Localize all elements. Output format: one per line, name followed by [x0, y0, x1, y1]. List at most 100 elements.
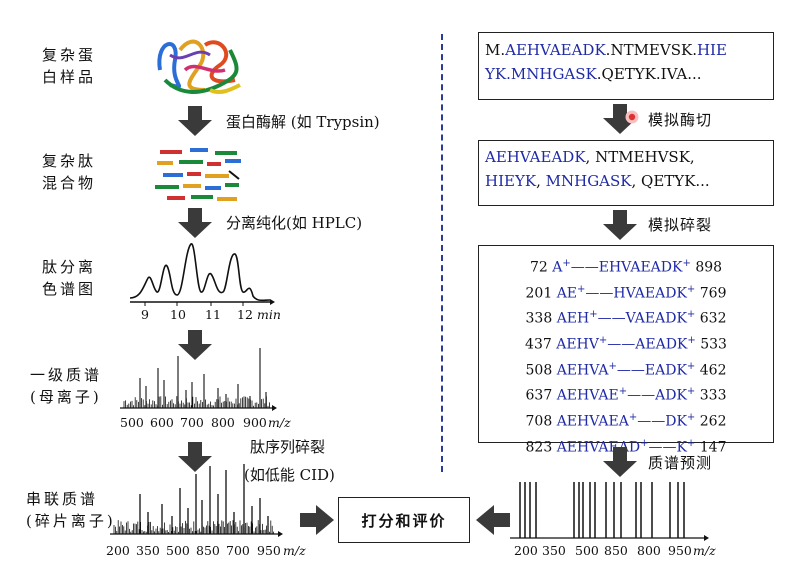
axis-arrowhead [278, 531, 283, 537]
tick-label: 850 [604, 543, 628, 558]
peptides-box: AEHVAEADK, NTMEHVSK, HIEYK, MNHGASK, QET… [478, 140, 774, 206]
seq-part: YK.MNHGASK [485, 65, 597, 83]
tick-label: 950 [257, 543, 281, 558]
step-simulated-fragmentation-label: 模拟碎裂 [648, 214, 712, 235]
protein-tangle-image [150, 30, 250, 100]
b-ion-seq: AEH [557, 311, 590, 327]
y-ion-seq: DK [665, 414, 687, 430]
peptide-fragments-image [155, 145, 245, 205]
charge-sign: + [687, 309, 695, 320]
tick-label: 9 [141, 307, 149, 322]
tick-label: 600 [150, 415, 174, 430]
charge-sign: + [682, 258, 690, 269]
tick-label: 200 [106, 543, 130, 558]
ms1-spectrum-plot [120, 340, 280, 412]
ms2-spectrum-plot [110, 462, 285, 538]
b-ion-mass: 508 [526, 362, 553, 378]
fragment-row: 508 AEHVA+——EADK+ 462 [483, 356, 769, 382]
down-arrow-icon [603, 447, 637, 477]
tick-label: 10 [170, 307, 186, 322]
seq-part: HIEYK [485, 172, 536, 190]
fragment-dash: —— [617, 362, 645, 378]
axis-unit-label: m/z [283, 543, 306, 558]
charge-sign: + [687, 361, 695, 372]
fragment-ions-box: 72 A+——EHVAEADK+ 898 201 AE+——HVAEADK+ 76… [478, 245, 774, 443]
right-arrow-icon [300, 505, 334, 535]
y-ion-seq: EHVAEADK [599, 260, 683, 276]
charge-sign: + [562, 258, 570, 269]
fragment-list: 72 A+——EHVAEADK+ 898 201 AE+——HVAEADK+ 76… [483, 253, 769, 458]
seq-part: , [536, 172, 546, 190]
b-ion-mass: 823 [526, 439, 553, 455]
y-ion-seq: EADK [645, 362, 687, 378]
seq-part: AEHVAEADK [485, 148, 586, 166]
axis-unit-label: m/z [268, 415, 291, 430]
label-line: 复杂蛋 [42, 44, 96, 66]
score-evaluate-box: 打分和评价 [338, 497, 470, 543]
b-ion-seq: AEHVAEA [557, 414, 629, 430]
charge-sign: + [599, 335, 607, 346]
tick-label: 850 [196, 543, 220, 558]
down-arrow-icon [603, 210, 637, 240]
y-ion-mass: 462 [700, 362, 727, 378]
b-ion-mass: 437 [525, 337, 552, 353]
label-ms1: 一级质谱 (母离子) [30, 364, 102, 408]
b-ion-seq: AEHVAE [557, 388, 619, 404]
down-arrow-icon [178, 106, 212, 136]
seq-part: , NTMEHVSK, [586, 148, 695, 166]
label-line: 肽分离 [42, 256, 96, 278]
seq-part: .NTMEVSK. [606, 41, 697, 59]
fragment-row: 637 AEHVAE+——ADK+ 333 [483, 381, 769, 407]
label-line: (碎片离子) [26, 510, 116, 532]
tick-label: 500 [120, 415, 144, 430]
label-line: 色谱图 [42, 278, 96, 300]
b-ion-seq: AEHVA [557, 362, 609, 378]
tick-label: 500 [166, 543, 190, 558]
left-arrow-icon [476, 505, 510, 535]
charge-sign: + [687, 284, 695, 295]
charge-sign: + [609, 361, 617, 372]
step-spectrum-prediction-label: 质谱预测 [648, 452, 712, 473]
tick-label: 900 [243, 415, 267, 430]
fragment-row: 72 A+——EHVAEADK+ 898 [483, 253, 769, 279]
y-ion-mass: 632 [700, 311, 727, 327]
b-ion-seq: AE [557, 285, 577, 301]
fragment-dash: —— [607, 337, 635, 353]
step-digestion-label: 蛋白酶解 (如 Trypsin) [226, 111, 380, 132]
tick-label: 950 [668, 543, 692, 558]
peptides-line: AEHVAEADK, NTMEHVSK, [485, 145, 767, 169]
peptides-line: HIEYK, MNHGASK, QETYK... [485, 169, 767, 193]
label-line: 白样品 [42, 66, 96, 88]
charge-sign: + [619, 386, 627, 397]
predicted-spectrum-plot [510, 478, 710, 540]
seq-part: HIE [697, 41, 727, 59]
charge-sign: + [589, 309, 597, 320]
cursor-dot-icon [625, 110, 639, 124]
y-ion-mass: 533 [700, 337, 727, 353]
y-ion-mass: 262 [700, 414, 727, 430]
label-line: 串联质谱 [26, 488, 116, 510]
step-separation-label: 分离纯化(如 HPLC) [226, 212, 362, 233]
step-simulated-digestion-label: 模拟酶切 [648, 109, 712, 130]
b-ion-mass: 708 [526, 414, 553, 430]
fragment-dash: —— [598, 311, 626, 327]
charge-sign: + [687, 386, 695, 397]
column-divider [441, 34, 443, 472]
fragment-row: 437 AEHV+——AEADK+ 533 [483, 330, 769, 356]
label-peptide-mixture: 复杂肽 混合物 [42, 150, 96, 194]
tick-label: 800 [211, 415, 235, 430]
label-ms2: 串联质谱 (碎片离子) [26, 488, 116, 532]
tick-label: 700 [226, 543, 250, 558]
tick-label: 11 [205, 307, 221, 322]
fragment-row: 201 AE+——HVAEADK+ 769 [483, 279, 769, 305]
b-ion-mass: 637 [526, 388, 553, 404]
b-ion-seq: A [552, 260, 562, 276]
tick-label: 200 [514, 543, 538, 558]
label-chromatogram: 肽分离 色谱图 [42, 256, 96, 300]
axis-arrowhead [704, 535, 709, 541]
charge-sign: + [629, 412, 637, 423]
seq-part: , QETYK... [632, 172, 710, 190]
charge-sign: + [687, 335, 695, 346]
axis-unit-label: m/z [693, 543, 716, 558]
label-protein-sample: 复杂蛋 白样品 [42, 44, 96, 88]
